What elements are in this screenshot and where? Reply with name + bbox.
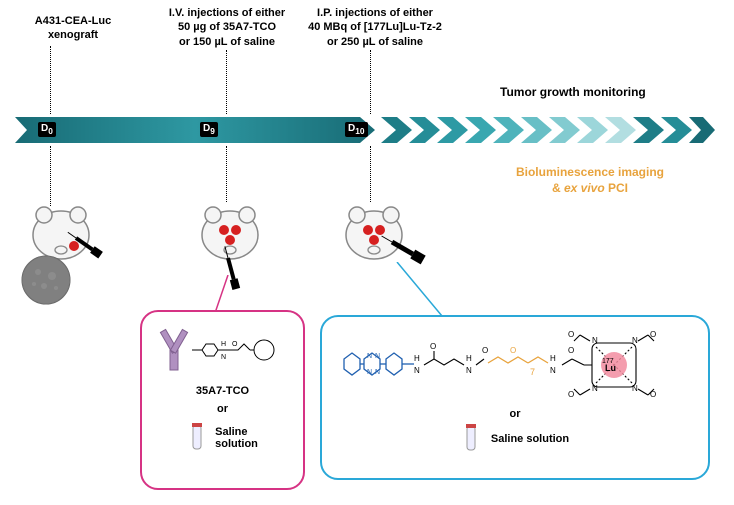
svg-text:N: N <box>221 354 226 361</box>
dotted-line-d10-bot <box>370 146 371 202</box>
label-iv-injection: I.V. injections of either50 µg of 35A7-T… <box>152 6 302 49</box>
or-label-blue: or <box>334 408 696 420</box>
dotted-line-d0-top <box>50 46 51 114</box>
svg-text:N: N <box>592 336 598 345</box>
connector-blue <box>392 262 452 322</box>
svg-text:H: H <box>221 341 226 348</box>
dotted-line-d9-bot <box>226 146 227 202</box>
saline-label-blue: Saline solution <box>491 433 569 445</box>
svg-text:N: N <box>550 366 556 375</box>
vial-icon <box>461 422 481 456</box>
svg-text:H: H <box>414 354 420 363</box>
vial-icon <box>187 421 207 455</box>
svg-text:N: N <box>375 353 380 360</box>
svg-text:7: 7 <box>530 367 535 377</box>
svg-text:O: O <box>650 390 656 399</box>
day-marker-d9: D9 <box>200 122 218 137</box>
svg-text:H: H <box>466 354 472 363</box>
day-marker-d10: D10 <box>345 122 368 137</box>
svg-text:N: N <box>367 353 372 360</box>
compound-name-35a7: 35A7-TCO <box>150 385 295 397</box>
svg-text:O: O <box>482 346 488 355</box>
dotted-line-d9-top <box>226 50 227 114</box>
day-marker-d0: D0 <box>38 122 56 137</box>
saline-label-pink: Salinesolution <box>215 426 258 450</box>
svg-text:O: O <box>650 330 656 339</box>
svg-text:N: N <box>375 369 380 376</box>
lu-tz-2-structure: N N N N H N O H N O O 7 H N <box>334 325 700 401</box>
svg-text:N: N <box>414 366 420 375</box>
svg-text:O: O <box>568 330 574 339</box>
connector-pink <box>210 275 240 315</box>
svg-text:N: N <box>466 366 472 375</box>
or-label-pink: or <box>150 403 295 415</box>
svg-text:N: N <box>632 336 638 345</box>
mouse-d0 <box>16 200 116 310</box>
svg-text:N: N <box>592 384 598 393</box>
svg-text:O: O <box>568 346 574 355</box>
antibody-structure: H N O <box>150 320 300 380</box>
svg-text:H: H <box>550 354 556 363</box>
callout-35a7-tco: H N O 35A7-TCO or Salinesolution <box>140 310 305 490</box>
svg-text:O: O <box>232 341 238 348</box>
callout-lu-tz-2: N N N N H N O H N O O 7 H N <box>320 315 710 480</box>
svg-text:N: N <box>632 384 638 393</box>
label-tumor-monitoring: Tumor growth monitoring <box>500 85 646 99</box>
exvivo-text: & ex vivo PCI <box>552 181 628 195</box>
svg-text:N: N <box>367 369 372 376</box>
bio-text: Bioluminescence imaging <box>516 165 664 179</box>
dotted-line-d0-bot <box>50 146 51 206</box>
dotted-line-d10-top <box>370 50 371 114</box>
label-bioluminescence: Bioluminescence imaging & ex vivo PCI <box>480 165 700 196</box>
svg-text:Lu: Lu <box>605 363 616 373</box>
svg-text:O: O <box>568 390 574 399</box>
label-xenograft: A431-CEA-Lucxenograft <box>18 14 128 43</box>
label-ip-injection: I.P. injections of either40 MBq of [177L… <box>290 6 460 49</box>
svg-text:O: O <box>430 342 436 351</box>
svg-text:O: O <box>510 346 516 355</box>
